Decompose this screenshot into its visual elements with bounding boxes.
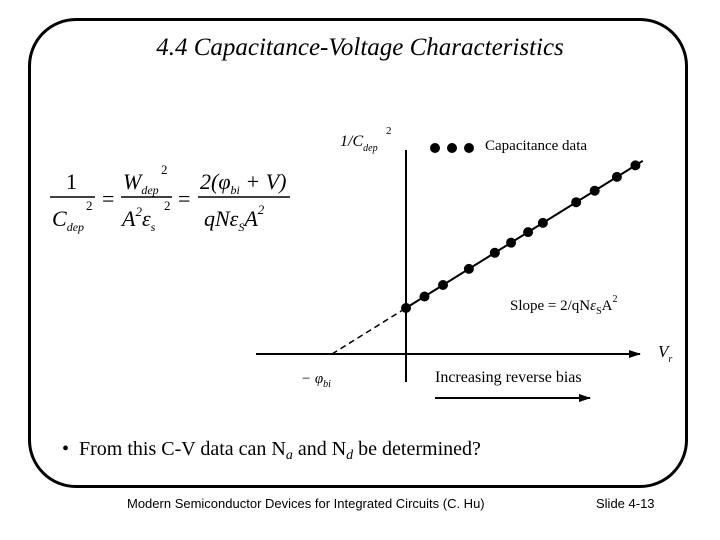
legend: Capacitance data [430, 138, 587, 154]
data-point-5 [489, 247, 500, 258]
eq-lhs-numerator: 1 [66, 169, 77, 194]
data-point-11 [611, 171, 622, 182]
data-point-4 [463, 263, 474, 274]
eq-rhs-numerator: 2(φbi + V) [200, 169, 286, 197]
y-axis-label: 1/Cdep [340, 133, 378, 154]
equation: 1 Cdep 2 = Wdep 2 A2εs 2 = 2(φbi + V) qN… [50, 162, 290, 234]
eq-mid-numerator: Wdep [123, 169, 159, 197]
eq-mid-denominator-sup: 2 [164, 198, 171, 213]
eq-lhs-denominator: Cdep [52, 206, 84, 234]
slide-title: 4.4 Capacitance-Voltage Characteristics [156, 34, 564, 61]
y-axis-label-sup: 2 [386, 125, 392, 137]
data-point-2 [419, 291, 430, 302]
eq-rhs-denominator: qNεSA2 [204, 202, 265, 234]
cv-chart: 1/Cdep 2 Vr Capacitance data Slope = 2/q… [256, 125, 672, 402]
eq-equals-2: = [178, 186, 190, 211]
eq-mid-numerator-sup: 2 [161, 162, 168, 177]
reverse-bias-label: Increasing reverse bias [435, 369, 582, 386]
slide-frame [28, 18, 688, 488]
data-point-1 [401, 303, 411, 313]
x-axis-label: Vr [658, 342, 672, 365]
footer-slide-number: Slide 4-13 [596, 496, 655, 511]
data-point-6 [506, 237, 517, 248]
data-point-3 [438, 280, 448, 290]
data-point-9 [571, 197, 582, 208]
data-point-10 [589, 185, 600, 196]
eq-mid-denominator: A2εs [120, 204, 156, 234]
bullet-question: • From this C-V data can Na and Nd be de… [62, 438, 481, 463]
legend-marker [430, 143, 440, 153]
legend-marker [447, 143, 457, 153]
data-point-8 [537, 217, 548, 228]
legend-marker [464, 143, 474, 153]
extrapolation-line [331, 307, 407, 355]
data-point-7 [523, 227, 534, 238]
intercept-label: − φbi [301, 371, 331, 390]
data-point-12 [630, 160, 641, 171]
slope-label: Slope = 2/qNεSA2 [510, 294, 617, 317]
footer-source: Modern Semiconductor Devices for Integra… [127, 496, 485, 511]
legend-label: Capacitance data [485, 138, 587, 154]
data-points [401, 160, 641, 313]
eq-lhs-denominator-sup: 2 [86, 198, 93, 213]
eq-equals-1: = [102, 186, 114, 211]
